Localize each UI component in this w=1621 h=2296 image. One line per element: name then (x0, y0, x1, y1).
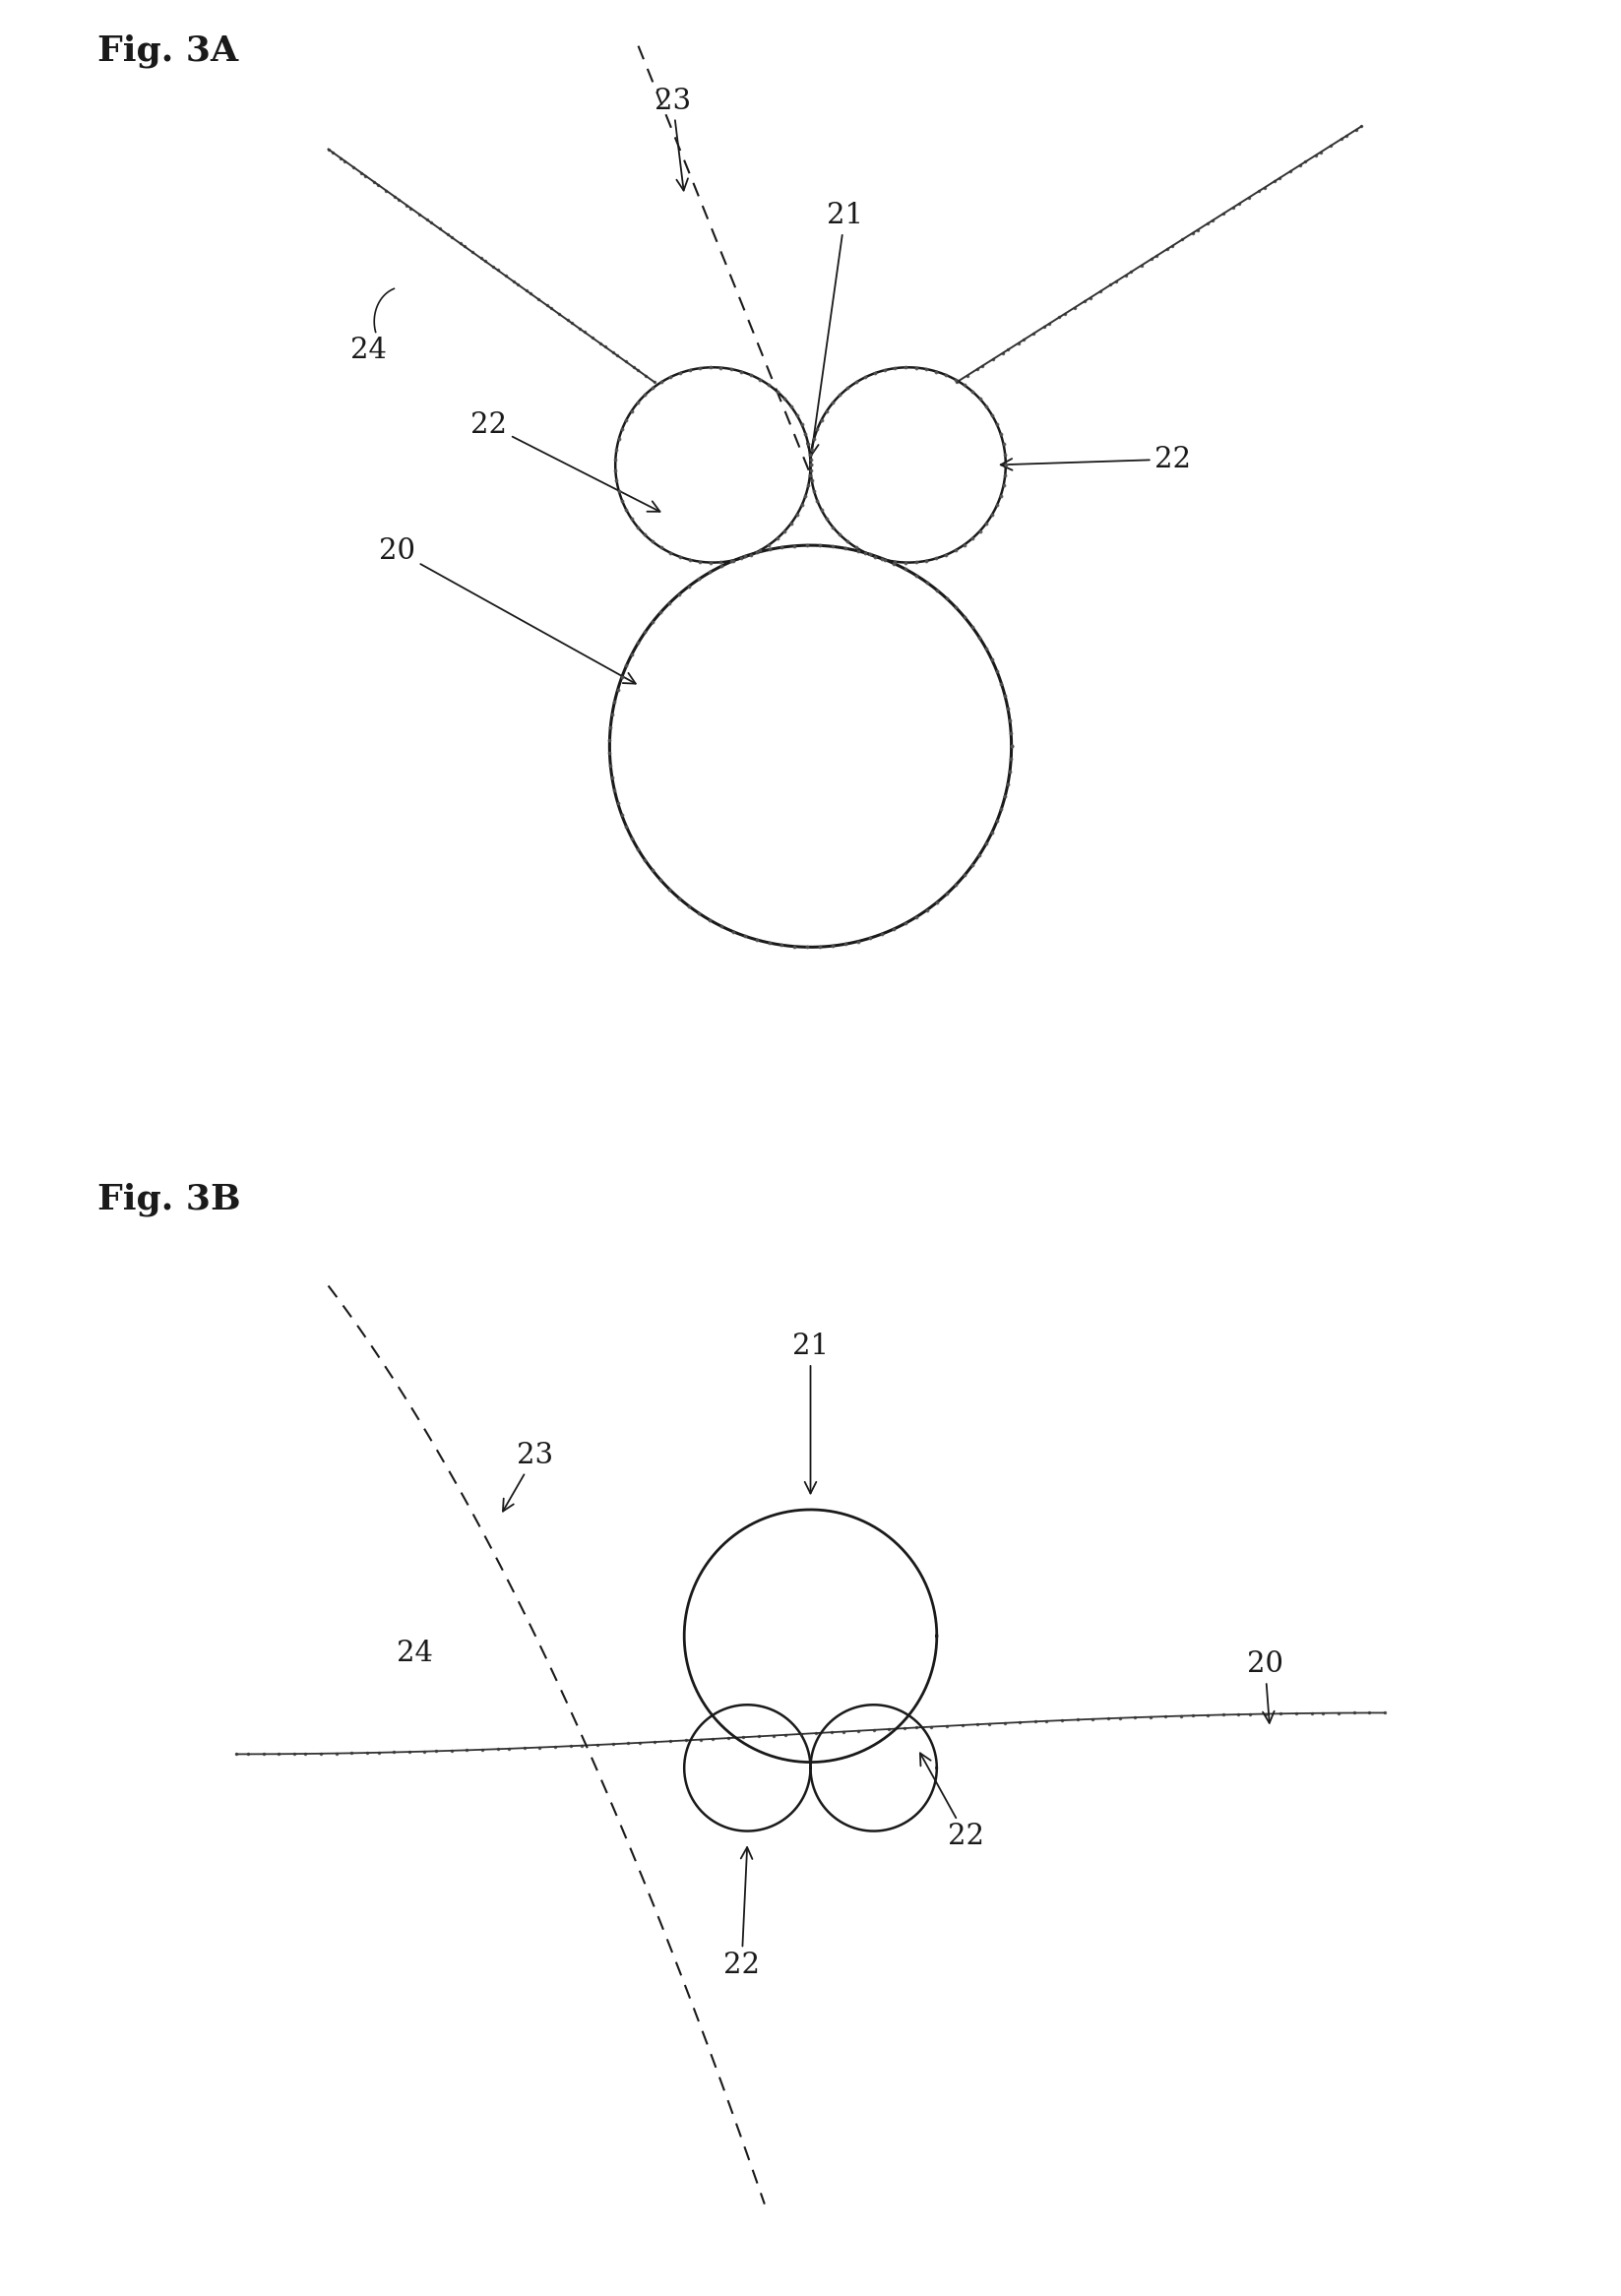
Text: 20: 20 (1247, 1651, 1284, 1722)
Text: 22: 22 (1000, 445, 1191, 473)
Text: 22: 22 (470, 411, 660, 512)
Text: 21: 21 (793, 1332, 828, 1492)
Text: 23: 23 (655, 87, 691, 191)
Text: Fig. 3A: Fig. 3A (97, 34, 238, 69)
Text: 21: 21 (807, 202, 862, 455)
Text: 23: 23 (503, 1442, 553, 1511)
Text: 24: 24 (396, 1639, 433, 1667)
Text: 20: 20 (379, 537, 635, 684)
Text: 24: 24 (350, 335, 387, 365)
Text: Fig. 3B: Fig. 3B (97, 1182, 240, 1217)
Text: 22: 22 (921, 1754, 984, 1851)
Text: 22: 22 (723, 1848, 760, 1979)
